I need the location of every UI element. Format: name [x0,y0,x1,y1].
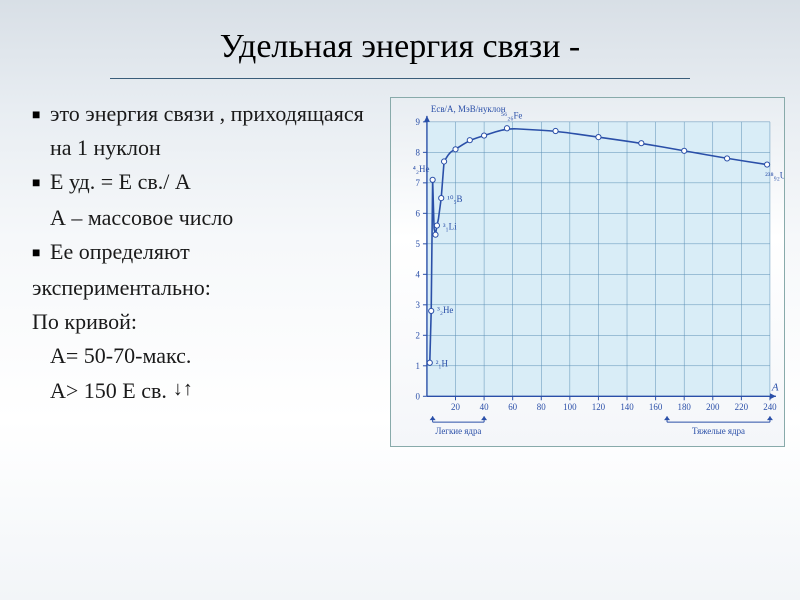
data-marker [724,156,729,161]
bullet-text-3: Ее определяют [50,235,190,269]
bullet-square: ■ [32,97,50,133]
binding-energy-chart: 20 40 60 80 100 120 140 160 180 200 220 240 0 1 2 3 4 5 6 7… [390,97,785,447]
bullet-text-2: Е уд. = Е св./ А [50,165,191,199]
bullet-line-3: ■ Ее определяют [32,235,382,271]
y-tick-label: 6 [415,208,420,218]
data-marker [439,196,444,201]
x-tick-label: 240 [763,402,777,412]
y-tick-label: 7 [415,178,420,188]
y-tick-label: 1 [415,361,419,371]
bullet-text-1: это энергия связи , приходящаяся на 1 ну… [50,97,382,165]
x-tick-label: 80 [537,402,546,412]
x-axis-arrow [770,393,776,399]
y-tick-label: 3 [415,300,420,310]
data-marker [429,308,434,313]
data-marker [482,133,487,138]
plain-line-5: А> 150 Е св. ↓↑ [32,374,382,408]
plain-line-4: А= 50-70-макс. [32,339,382,373]
x-tick-label: 180 [677,402,691,412]
data-marker [453,147,458,152]
x-tick-label: 160 [649,402,663,412]
nuclide-label: ³₁Li [443,222,457,232]
x-tick-label: 40 [480,402,489,412]
range-bracket-arrow [481,416,487,420]
y-axis-arrow [424,116,430,122]
data-marker [639,141,644,146]
data-marker [596,135,601,140]
data-marker [434,223,439,228]
data-marker [430,177,435,182]
range-bracket-arrow [664,416,670,420]
nuclide-label: ⁵⁶₂₆Fe [501,110,522,120]
y-axis-title: Eсв/A, МэВ/нуклон [431,104,506,114]
nuclide-label: ⁴₂He [413,164,430,174]
data-marker [504,126,509,131]
title-underline [110,78,690,79]
plain-text-5: А> 150 Е св. [50,374,167,408]
y-tick-label: 5 [415,239,420,249]
plain-text-2: экспериментально: [32,271,211,305]
range-bracket-arrow [430,416,436,420]
plain-text-3: По кривой: [32,305,137,339]
x-tick-label: 120 [592,402,606,412]
data-marker [682,148,687,153]
bullet-line-1: ■ это энергия связи , приходящаяся на 1 … [32,97,382,165]
bullet-square: ■ [32,165,50,201]
content: ■ это энергия связи , приходящаяся на 1 … [0,97,800,447]
y-tick-label: 8 [415,147,420,157]
x-tick-label: 20 [451,402,460,412]
range-label: Легкие ядра [435,426,481,436]
arrow-down-icon: ↓↑ [173,374,193,405]
x-tick-label: 100 [563,402,577,412]
y-tick-label: 0 [415,391,420,401]
nuclide-label: ¹⁰₅B [447,194,462,204]
x-axis-title: A [771,381,779,393]
nuclide-label: ²³⁸₉₂U [765,170,785,180]
text-column: ■ это энергия связи , приходящаяся на 1 … [32,97,382,447]
data-marker [433,232,438,237]
data-marker [467,138,472,143]
x-tick-label: 140 [620,402,634,412]
x-tick-label: 220 [735,402,749,412]
range-label: Тяжелые ядра [692,426,745,436]
nuclide-label: ²₁H [436,359,449,369]
data-marker [765,162,770,167]
data-marker [427,360,432,365]
x-tick-label: 60 [508,402,517,412]
plain-line-3: По кривой: [32,305,382,339]
bullet-square: ■ [32,235,50,271]
bullet-line-2: ■ Е уд. = Е св./ А [32,165,382,201]
plain-text-1: А – массовое число [50,201,233,235]
y-tick-label: 2 [415,330,419,340]
nuclide-label: ³₂He [437,305,453,315]
range-bracket-arrow [767,416,773,420]
plain-line-2: экспериментально: [32,271,382,305]
x-tick-label: 200 [706,402,720,412]
page-title: Удельная энергия связи - [0,0,800,78]
y-tick-label: 4 [415,269,420,279]
data-marker [441,159,446,164]
plain-text-4: А= 50-70-макс. [50,339,191,373]
chart-wrap: 20 40 60 80 100 120 140 160 180 200 220 240 0 1 2 3 4 5 6 7… [390,97,785,447]
data-marker [553,128,558,133]
y-tick-label: 9 [415,117,420,127]
plain-line-1: А – массовое число [32,201,382,235]
